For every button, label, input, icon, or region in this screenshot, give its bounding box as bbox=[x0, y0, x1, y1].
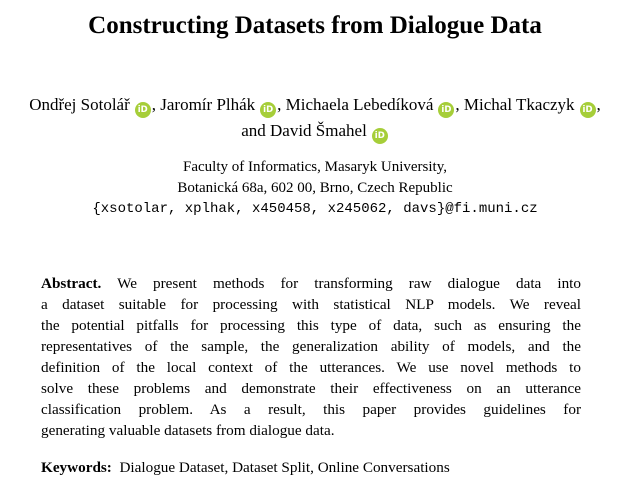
author-name: Ondřej Sotolář bbox=[29, 95, 130, 114]
orcid-icon[interactable]: iD bbox=[579, 102, 596, 118]
author-name: Michaela Lebedíková bbox=[285, 95, 434, 114]
author-name: Michal Tkaczyk bbox=[463, 95, 575, 114]
abstract-line: classification problem. As a result, thi… bbox=[41, 401, 581, 418]
orcid-icon[interactable]: iD bbox=[134, 102, 151, 118]
abstract-text: We present methods for transforming raw … bbox=[101, 275, 581, 292]
abstract-line: solve these problems and demonstrate the… bbox=[41, 380, 581, 397]
author-name: David Šmahel bbox=[270, 121, 367, 140]
author-list: Ondřej Sotolář iD, Jaromír Plhák iD, Micha… bbox=[20, 92, 610, 144]
author-emails: {xsotolar, xplhak, x450458, x245062, dav… bbox=[92, 201, 538, 217]
author-separator: , bbox=[277, 95, 286, 114]
author-separator: , bbox=[151, 95, 161, 114]
orcid-icon[interactable]: iD bbox=[260, 102, 277, 118]
abstract-line: definition of the local context of the u… bbox=[41, 359, 581, 376]
keywords-label: Keywords: bbox=[41, 459, 112, 476]
abstract-line: a dataset suitable for processing with s… bbox=[41, 296, 581, 313]
abstract-line: Abstract. We present methods for transfo… bbox=[41, 273, 581, 294]
abstract: Abstract. We present methods for transfo… bbox=[41, 273, 581, 441]
affiliation-address: Botanická 68a, 602 00, Brno, Czech Repub… bbox=[177, 180, 453, 196]
affiliation-block: Faculty of Informatics, Masaryk Universi… bbox=[0, 157, 630, 220]
author-separator: , and bbox=[241, 95, 601, 140]
author-separator: , bbox=[455, 95, 464, 114]
abstract-line: generating valuable datasets from dialog… bbox=[41, 422, 335, 439]
author-name: Jaromír Plhák bbox=[160, 95, 256, 114]
paper-title: Constructing Datasets from Dialogue Data bbox=[88, 12, 542, 39]
abstract-line: representatives of the sample, the gener… bbox=[41, 338, 581, 355]
orcid-icon[interactable]: iD bbox=[438, 102, 455, 118]
affiliation-line: Faculty of Informatics, Masaryk Universi… bbox=[183, 159, 447, 175]
abstract-line: the potential pitfalls for processing th… bbox=[41, 317, 581, 334]
orcid-icon[interactable]: iD bbox=[371, 128, 388, 144]
abstract-label: Abstract. bbox=[41, 275, 102, 292]
keywords-text: Dialogue Dataset, Dataset Split, Online … bbox=[119, 459, 450, 476]
keywords: Keywords: Dialogue Dataset, Dataset Spli… bbox=[41, 457, 586, 478]
